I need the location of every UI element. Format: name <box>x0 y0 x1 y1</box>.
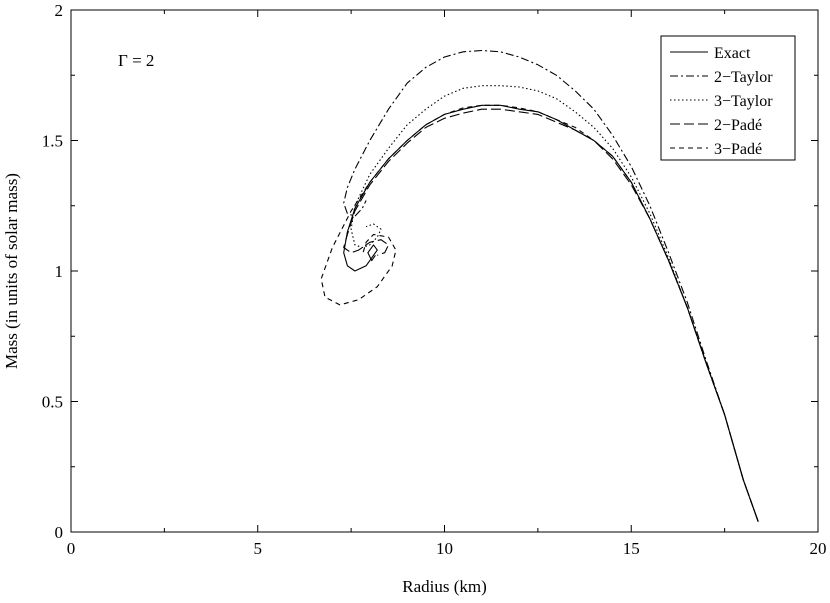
x-tick-label: 10 <box>436 539 453 558</box>
legend-label: 3−Taylor <box>714 93 773 110</box>
x-axis-label: Radius (km) <box>402 577 487 596</box>
y-tick-label: 1.5 <box>42 132 63 151</box>
tick-layer: 0 5 10 15 20 0 0.5 1 1.5 2 <box>42 1 827 558</box>
x-tick-label: 5 <box>254 539 263 558</box>
y-tick-label: 1 <box>55 262 64 281</box>
gamma-annotation: Γ = 2 <box>118 51 154 70</box>
series-line-4 <box>343 108 759 522</box>
series-layer <box>320 49 759 522</box>
x-tick-label: 15 <box>623 539 640 558</box>
legend-items: Exact 2−Taylor 3−Taylor 2−Padé 3−Padé <box>670 45 773 158</box>
legend-box <box>660 35 796 161</box>
y-tick-label: 2 <box>55 1 64 20</box>
series-line-1 <box>343 104 759 522</box>
series-line-2 <box>343 49 759 522</box>
x-tick-label: 20 <box>810 539 827 558</box>
series-line-3 <box>350 85 759 522</box>
x-tick-label: 0 <box>67 539 76 558</box>
legend-label: 2−Padé <box>714 117 762 134</box>
y-tick-label: 0 <box>55 523 64 542</box>
legend: Exact 2−Taylor 3−Taylor 2−Padé 3−Padé <box>660 35 796 161</box>
series-line-5 <box>320 104 759 522</box>
y-tick-label: 0.5 <box>42 393 63 412</box>
y-axis-label: Mass (in units of solar mass) <box>2 173 21 369</box>
legend-label: 3−Padé <box>714 141 762 158</box>
legend-label: 2−Taylor <box>714 69 773 86</box>
legend-label: Exact <box>714 45 751 62</box>
